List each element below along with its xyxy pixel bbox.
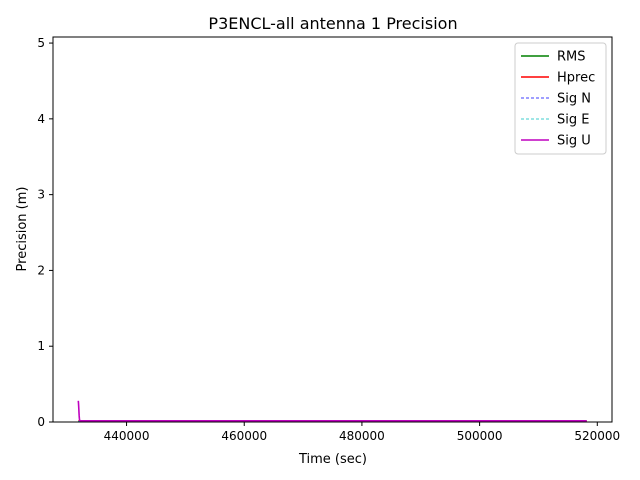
y-tick-label: 0 [37,415,45,429]
y-tick-label: 5 [37,36,45,50]
series-line-sig-u [77,400,587,422]
y-tick-label: 1 [37,339,45,353]
x-axis-label: Time (sec) [298,452,367,467]
y-axis-ticks: 0 1 2 3 4 5 [37,36,53,429]
x-tick-label: 480000 [339,429,385,443]
plot-area [77,400,587,423]
y-tick-label: 4 [37,112,45,126]
x-axis-ticks: 440000 460000 480000 500000 520000 [104,422,620,443]
legend-label: RMS [557,50,586,65]
legend-label: Sig E [557,113,589,128]
legend-label: Sig N [557,92,591,107]
x-tick-label: 500000 [457,429,503,443]
legend-box [514,42,607,155]
y-tick-label: 3 [37,188,45,202]
y-axis-label: Precision (m) [15,187,30,272]
legend: RMS Hprec Sig N Sig E Sig U [514,42,607,155]
legend-label: Sig U [557,134,591,149]
y-tick-label: 2 [37,263,45,277]
chart-title: P3ENCL-all antenna 1 Precision [208,14,457,33]
x-tick-label: 440000 [104,429,150,443]
x-tick-label: 520000 [574,429,620,443]
legend-label: Hprec [557,71,595,86]
x-tick-label: 460000 [221,429,267,443]
plot-frame [52,36,613,423]
